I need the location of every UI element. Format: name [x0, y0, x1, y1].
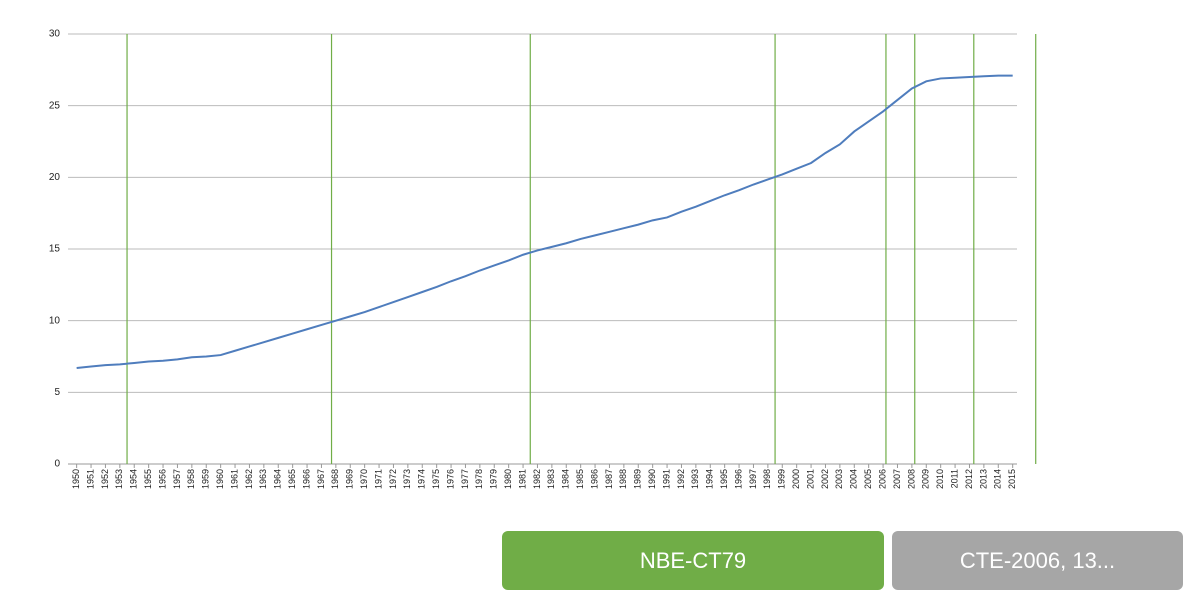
x-tick-label: 2013 — [978, 469, 988, 489]
x-tick-label: 1957 — [172, 469, 182, 489]
x-tick-label: 1971 — [373, 469, 383, 489]
x-tick-label: 1963 — [258, 469, 268, 489]
y-tick-label: 5 — [54, 387, 60, 398]
x-tick-label: 1951 — [85, 469, 95, 489]
x-tick-label: 1977 — [460, 469, 470, 489]
x-tick-label: 1973 — [402, 469, 412, 489]
x-tick-label: 1958 — [186, 469, 196, 489]
x-tick-label: 1970 — [359, 469, 369, 489]
x-tick-label: 1967 — [316, 469, 326, 489]
y-tick-label: 15 — [49, 244, 61, 255]
x-tick-label: 1976 — [445, 469, 455, 489]
x-tick-label: 1980 — [503, 469, 513, 489]
x-tick-label: 2008 — [906, 469, 916, 489]
x-tick-label: 2014 — [993, 469, 1003, 489]
y-tick-label: 25 — [49, 100, 61, 111]
x-tick-label: 1985 — [575, 469, 585, 489]
x-tick-label: 1990 — [647, 469, 657, 489]
tab[interactable]: NBE-CT79 — [502, 531, 884, 590]
x-tick-label: 2012 — [964, 469, 974, 489]
x-tick-label: 1953 — [114, 469, 124, 489]
x-tick-label: 2001 — [805, 469, 815, 489]
x-tick-label: 1993 — [690, 469, 700, 489]
x-tick-label: 1999 — [777, 469, 787, 489]
x-tick-label: 1995 — [719, 469, 729, 489]
x-tick-label: 2005 — [863, 469, 873, 489]
x-tick-label: 2011 — [949, 469, 959, 488]
y-tick-label: 10 — [49, 315, 61, 326]
x-tick-label: 1968 — [330, 469, 340, 489]
data-line — [76, 74, 1013, 369]
tab[interactable]: CTE-2006, 13... — [892, 531, 1183, 590]
x-tick-label: 1950 — [71, 469, 81, 489]
x-tick-label: 1979 — [489, 469, 499, 489]
x-tick-label: 1994 — [705, 469, 715, 489]
x-tick-label: 1991 — [661, 469, 671, 489]
y-tick-label: 30 — [49, 29, 61, 40]
x-tick-label: 1955 — [143, 469, 153, 489]
x-tick-label: 1988 — [618, 469, 628, 489]
x-tick-label: 1983 — [546, 469, 556, 489]
x-tick-label: 2007 — [892, 469, 902, 489]
y-tick-label: 20 — [49, 172, 61, 183]
x-tick-label: 1972 — [388, 469, 398, 489]
x-tick-label: 1982 — [532, 469, 542, 489]
x-tick-label: 1956 — [157, 469, 167, 489]
x-tick-label: 1984 — [561, 469, 571, 489]
x-tick-label: 2004 — [849, 469, 859, 489]
x-tick-label: 2000 — [791, 469, 801, 489]
x-tick-label: 1992 — [676, 469, 686, 489]
x-tick-label: 1969 — [345, 469, 355, 489]
x-tick-label: 1981 — [517, 469, 527, 489]
x-tick-label: 1974 — [417, 469, 427, 489]
x-tick-label: 2015 — [1007, 469, 1017, 489]
x-tick-label: 1966 — [301, 469, 311, 489]
x-tick-label: 1996 — [733, 469, 743, 489]
x-tick-label: 1997 — [748, 469, 758, 489]
x-tick-label: 1987 — [604, 469, 614, 489]
x-tick-label: 1961 — [229, 469, 239, 489]
x-tick-label: 2009 — [921, 469, 931, 489]
x-tick-label: 1959 — [201, 469, 211, 489]
x-tick-label: 1952 — [100, 469, 110, 489]
x-tick-label: 1975 — [431, 469, 441, 489]
x-tick-label: 1960 — [215, 469, 225, 489]
x-tick-label: 2003 — [834, 469, 844, 489]
x-tick-label: 1989 — [633, 469, 643, 489]
x-tick-label: 1986 — [589, 469, 599, 489]
x-tick-label: 2010 — [935, 469, 945, 489]
x-tick-label: 1962 — [244, 469, 254, 489]
x-tick-label: 1965 — [287, 469, 297, 489]
chart: 0 5 10 15 20 25 30 1950 1951 1952 1953 1954 1955 1956… — [49, 29, 1037, 489]
x-tick-label: 1998 — [762, 469, 772, 489]
x-tick-label: 1964 — [273, 469, 283, 489]
x-tick-label: 2002 — [820, 469, 830, 489]
x-tick-label: 1954 — [129, 469, 139, 489]
x-tick-label: 2006 — [877, 469, 887, 489]
y-tick-label: 0 — [54, 459, 60, 470]
x-tick-label: 1978 — [474, 469, 484, 489]
